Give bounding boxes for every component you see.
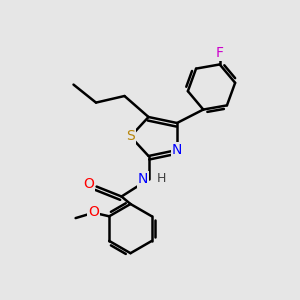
- Text: N: N: [138, 172, 148, 186]
- Text: F: F: [216, 46, 224, 60]
- Text: H: H: [156, 172, 166, 185]
- Text: O: O: [83, 177, 94, 190]
- Text: N: N: [172, 143, 182, 157]
- Text: S: S: [126, 130, 135, 143]
- Text: O: O: [88, 206, 99, 219]
